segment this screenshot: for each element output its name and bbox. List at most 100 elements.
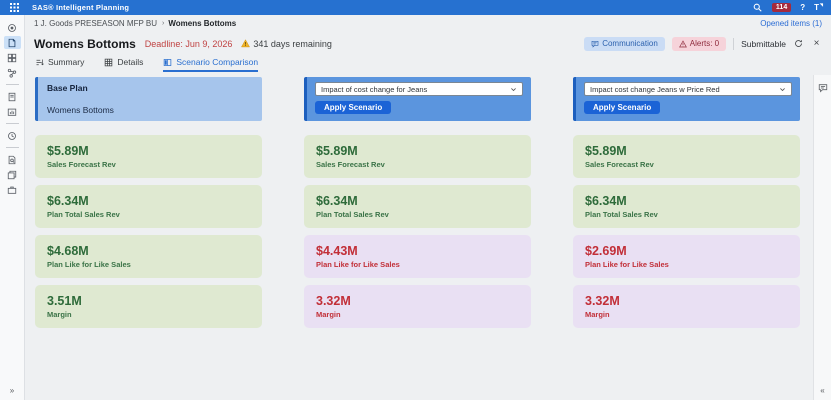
- metric-value: 3.51M: [47, 294, 82, 308]
- chevron-down-icon: [511, 87, 516, 91]
- scenario-column-1: Impact of cost change for Jeans Apply Sc…: [304, 77, 531, 400]
- apply-scenario-button[interactable]: Apply Scenario: [315, 101, 392, 114]
- communication-icon: [591, 40, 599, 48]
- base-plan-title: Base Plan: [47, 83, 88, 93]
- metric-card: 3.51M Margin: [35, 285, 262, 328]
- metric-label: Margin: [585, 310, 610, 319]
- layers-icon[interactable]: [4, 168, 21, 181]
- share-icon[interactable]: [4, 66, 21, 79]
- scenario-header: Impact of cost change for Jeans Apply Sc…: [304, 77, 531, 121]
- metric-card: $6.34M Plan Total Sales Rev: [35, 185, 262, 228]
- sidebar-divider: [5, 147, 19, 148]
- comment-icon[interactable]: [818, 83, 828, 93]
- metric-value: $4.43M: [316, 244, 358, 258]
- app-launcher-icon[interactable]: [8, 2, 20, 14]
- metric-label: Margin: [47, 310, 72, 319]
- briefcase-icon[interactable]: [4, 183, 21, 196]
- left-sidebar: »: [0, 15, 25, 400]
- metric-label: Sales Forecast Rev: [316, 160, 385, 169]
- metric-label: Plan Total Sales Rev: [47, 210, 120, 219]
- scenario-select[interactable]: Impact cost change Jeans w Price Red: [584, 82, 792, 96]
- refresh-icon[interactable]: [793, 38, 804, 49]
- breadcrumb-separator: ›: [162, 20, 165, 27]
- sidebar-divider: [5, 84, 19, 85]
- apply-scenario-button[interactable]: Apply Scenario: [584, 101, 661, 114]
- tab-scenario-comparison[interactable]: Scenario Comparison: [163, 57, 259, 72]
- sidebar-expand-icon[interactable]: »: [9, 386, 15, 395]
- warning-icon: [241, 39, 251, 48]
- metric-value: $6.34M: [585, 194, 627, 208]
- page-title: Womens Bottoms: [34, 36, 136, 51]
- file-search-icon[interactable]: [4, 153, 21, 166]
- top-app-bar: SAS® Intelligent Planning 114 ? T: [0, 0, 831, 15]
- metric-label: Plan Like for Like Sales: [47, 260, 131, 269]
- metric-label: Plan Like for Like Sales: [585, 260, 669, 269]
- metric-card: $5.89M Sales Forecast Rev: [35, 135, 262, 178]
- comparison-icon: [164, 58, 172, 66]
- metric-value: 3.32M: [585, 294, 620, 308]
- target-icon[interactable]: [4, 21, 21, 34]
- chart-box-icon[interactable]: [4, 105, 21, 118]
- metric-card: $4.68M Plan Like for Like Sales: [35, 235, 262, 278]
- scenario-comparison-panel: Base Plan Womens Bottoms $5.89M Sales Fo…: [25, 75, 813, 400]
- metric-card: $2.69M Plan Like for Like Sales: [573, 235, 800, 278]
- metric-card: $4.43M Plan Like for Like Sales: [304, 235, 531, 278]
- notification-badge[interactable]: 114: [771, 3, 792, 12]
- right-rail: «: [813, 75, 831, 400]
- metric-value: $6.34M: [47, 194, 89, 208]
- scenario-header: Impact cost change Jeans w Price Red App…: [573, 77, 800, 121]
- scenario-select-value: Impact of cost change for Jeans: [321, 84, 428, 94]
- base-plan-header: Base Plan Womens Bottoms: [35, 77, 262, 121]
- metric-card: $6.34M Plan Total Sales Rev: [304, 185, 531, 228]
- metric-label: Margin: [316, 310, 341, 319]
- summary-icon: [36, 59, 44, 65]
- opened-items-link[interactable]: Opened items (1): [760, 19, 822, 28]
- help-icon[interactable]: ?: [800, 3, 806, 12]
- scenario-select-value: Impact cost change Jeans w Price Red: [590, 84, 720, 94]
- base-plan-subtitle: Womens Bottoms: [47, 105, 114, 115]
- metric-value: $4.68M: [47, 244, 89, 258]
- chevron-down-icon: [780, 87, 785, 91]
- document-icon[interactable]: [3, 36, 21, 49]
- metric-card: 3.32M Margin: [304, 285, 531, 328]
- deadline-text: Deadline: Jun 9, 2026: [144, 38, 233, 49]
- page-header: Womens Bottoms Deadline: Jun 9, 2026 341…: [25, 32, 831, 55]
- base-plan-column: Base Plan Womens Bottoms $5.89M Sales Fo…: [35, 77, 262, 400]
- metric-label: Plan Total Sales Rev: [316, 210, 389, 219]
- metric-card: $6.34M Plan Total Sales Rev: [573, 185, 800, 228]
- divider: [733, 37, 735, 50]
- file-icon[interactable]: [4, 90, 21, 103]
- main-area: 1 J. Goods PRESEASON MFP BU › Womens Bot…: [25, 15, 831, 400]
- alert-icon: [678, 39, 687, 47]
- clock-icon[interactable]: [4, 129, 21, 142]
- metric-label: Sales Forecast Rev: [47, 160, 116, 169]
- metric-value: $5.89M: [47, 144, 89, 158]
- metric-label: Plan Like for Like Sales: [316, 260, 400, 269]
- avatar[interactable]: T: [814, 2, 823, 12]
- grid-icon[interactable]: [4, 51, 21, 64]
- rail-collapse-icon[interactable]: «: [820, 386, 825, 395]
- breadcrumb-root[interactable]: 1 J. Goods PRESEASON MFP BU: [34, 19, 158, 28]
- close-icon[interactable]: ×: [813, 38, 820, 49]
- metric-card: 3.32M Margin: [573, 285, 800, 328]
- metric-card: $5.89M Sales Forecast Rev: [304, 135, 531, 178]
- tab-summary[interactable]: Summary: [35, 57, 84, 72]
- tab-details[interactable]: Details: [104, 57, 143, 72]
- tab-bar: Summary Details Scenario Comparison: [25, 55, 831, 72]
- metric-value: 3.32M: [316, 294, 351, 308]
- communication-button[interactable]: Communication: [584, 36, 665, 51]
- alerts-button[interactable]: Alerts: 0: [671, 36, 727, 51]
- breadcrumb: 1 J. Goods PRESEASON MFP BU › Womens Bot…: [25, 15, 831, 32]
- scenario-column-2: Impact cost change Jeans w Price Red App…: [573, 77, 800, 400]
- metric-label: Plan Total Sales Rev: [585, 210, 658, 219]
- metric-value: $2.69M: [585, 244, 627, 258]
- sidebar-divider: [5, 123, 19, 124]
- metric-value: $5.89M: [585, 144, 627, 158]
- metric-label: Sales Forecast Rev: [585, 160, 654, 169]
- scenario-select[interactable]: Impact of cost change for Jeans: [315, 82, 523, 96]
- days-remaining: 341 days remaining: [241, 39, 332, 49]
- search-icon[interactable]: [753, 3, 763, 13]
- metric-value: $6.34M: [316, 194, 358, 208]
- submittable-button[interactable]: Submittable: [741, 38, 786, 49]
- breadcrumb-current: Womens Bottoms: [168, 19, 237, 28]
